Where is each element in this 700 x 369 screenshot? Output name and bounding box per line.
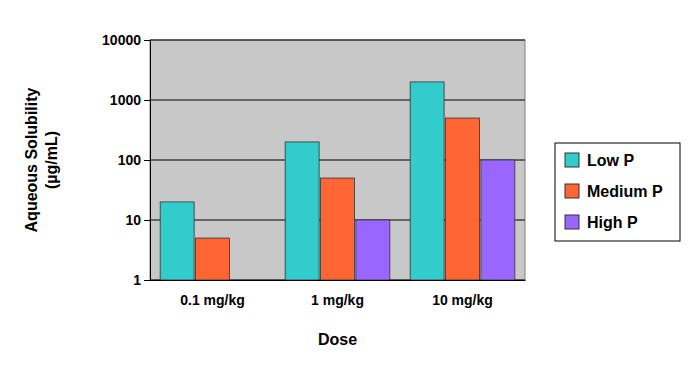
legend-label: High P (587, 214, 638, 231)
grid-line (150, 100, 525, 101)
y-axis-title: Aqueous Solubility(µg/mL) (23, 87, 60, 232)
y-tick-mark (144, 100, 150, 101)
chart-root: 1 10 100 1000 10000 0.1 mg/kg 1 mg/kg 10 mg/kg D… (0, 0, 700, 369)
legend-swatch (565, 153, 579, 167)
y-tick: 1000 (110, 92, 150, 108)
bar (196, 238, 230, 280)
x-tick: 10 mg/kg (432, 280, 493, 308)
grid (150, 40, 525, 280)
y-tick-label: 100 (118, 152, 142, 168)
legend-swatch (565, 184, 579, 198)
x-axis-line (151, 280, 526, 281)
legend-label: Low P (587, 152, 634, 169)
x-axis: 0.1 mg/kg 1 mg/kg 10 mg/kg (151, 280, 526, 308)
bar (481, 160, 515, 280)
y-tick: 10000 (102, 32, 150, 48)
x-axis-title: Dose (318, 331, 357, 348)
x-tick-label: 0.1 mg/kg (180, 292, 245, 308)
y-tick-mark (144, 40, 150, 41)
bar (356, 220, 390, 280)
y-tick: 100 (118, 152, 150, 168)
y-tick: 1 (133, 272, 150, 288)
bars (160, 82, 515, 280)
bar (231, 280, 265, 281)
plot: 1 10 100 1000 10000 0.1 mg/kg 1 mg/kg 10 mg/kg (102, 32, 525, 308)
bar (285, 142, 319, 280)
y-tick-mark (144, 160, 150, 161)
x-tick-label: 10 mg/kg (432, 292, 493, 308)
legend-box (555, 143, 680, 241)
y-tick-mark (144, 280, 150, 281)
y-tick: 10 (125, 212, 150, 228)
bar (446, 118, 480, 280)
x-tick-label: 1 mg/kg (311, 292, 364, 308)
grid-line (150, 40, 525, 41)
y-axis: 1 10 100 1000 10000 (102, 32, 150, 288)
y-tick-label: 1000 (110, 92, 141, 108)
y-axis-line (150, 41, 151, 281)
y-tick-label: 10 (125, 212, 141, 228)
bar (160, 202, 194, 280)
legend: Low P Medium P High P (555, 143, 680, 241)
bar (321, 178, 355, 280)
y-tick-label: 10000 (102, 32, 141, 48)
x-tick: 1 mg/kg (311, 280, 364, 308)
x-tick: 0.1 mg/kg (180, 280, 245, 308)
y-tick-label: 1 (133, 272, 141, 288)
legend-swatch (565, 215, 579, 229)
bar (410, 82, 444, 280)
plot-background (150, 40, 525, 280)
legend-label: Medium P (587, 183, 663, 200)
y-tick-mark (144, 220, 150, 221)
